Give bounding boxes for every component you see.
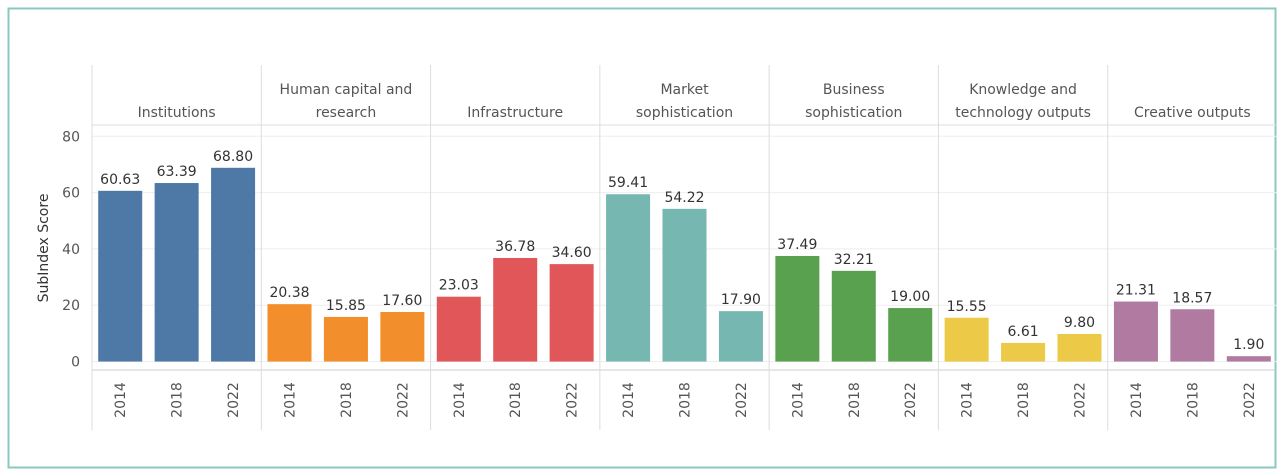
- y-tick-label: 60: [62, 186, 80, 202]
- value-label: 36.78: [495, 239, 535, 255]
- value-label: 15.85: [326, 298, 366, 314]
- bar: [662, 208, 707, 362]
- x-tick-label: 2018: [1016, 382, 1032, 418]
- bar: [888, 308, 933, 362]
- panel-header: sophistication: [636, 105, 733, 121]
- x-tick-label: 2018: [339, 382, 355, 418]
- value-label: 6.61: [1007, 324, 1038, 340]
- x-tick-label: 2022: [565, 382, 581, 418]
- bar: [1001, 342, 1046, 362]
- value-label: 1.90: [1233, 337, 1264, 353]
- x-tick-label: 2022: [1073, 382, 1089, 418]
- bar: [154, 183, 199, 362]
- value-label: 32.21: [834, 252, 874, 268]
- y-tick-label: 80: [62, 129, 80, 145]
- x-tick-label: 2022: [1242, 382, 1258, 418]
- bar: [831, 270, 876, 362]
- value-label: 59.41: [608, 175, 648, 191]
- x-tick-label: 2014: [113, 382, 129, 418]
- x-tick-label: 2014: [283, 382, 299, 418]
- bar: [380, 311, 425, 362]
- bar: [549, 264, 594, 362]
- panel-header: research: [316, 105, 377, 121]
- panel-header: Human capital and: [280, 82, 413, 98]
- bar: [436, 296, 481, 362]
- x-tick-label: 2022: [226, 382, 242, 418]
- bar: [775, 255, 820, 362]
- value-label: 68.80: [213, 149, 253, 165]
- value-label: 17.90: [721, 292, 761, 308]
- y-tick-label: 20: [62, 298, 80, 314]
- value-label: 19.00: [890, 289, 930, 305]
- value-label: 34.60: [552, 245, 592, 261]
- value-label: 23.03: [439, 278, 479, 294]
- bar: [323, 316, 368, 362]
- panel-header: technology outputs: [955, 105, 1091, 121]
- bar: [211, 167, 256, 362]
- x-tick-label: 2022: [395, 382, 411, 418]
- x-tick-label: 2018: [847, 382, 863, 418]
- value-label: 37.49: [777, 237, 817, 253]
- value-label: 9.80: [1064, 315, 1095, 331]
- y-tick-label: 40: [62, 242, 80, 258]
- panel-header: Knowledge and: [969, 82, 1077, 98]
- value-label: 63.39: [157, 164, 197, 180]
- bar: [1057, 333, 1102, 362]
- value-label: 17.60: [382, 293, 422, 309]
- bar: [1113, 301, 1158, 362]
- x-tick-label: 2018: [678, 382, 694, 418]
- panel-header: Institutions: [138, 105, 216, 121]
- x-tick-label: 2014: [790, 382, 806, 418]
- bar: [1170, 309, 1215, 362]
- x-tick-label: 2014: [1129, 382, 1145, 418]
- x-tick-label: 2014: [960, 382, 976, 418]
- bar: [718, 311, 763, 362]
- value-label: 54.22: [664, 190, 704, 206]
- x-tick-label: 2014: [452, 382, 468, 418]
- x-tick-label: 2014: [621, 382, 637, 418]
- bar: [267, 304, 312, 362]
- bar: [944, 317, 989, 362]
- panel-header: sophistication: [805, 105, 902, 121]
- y-axis-title: SubIndex Score: [36, 194, 52, 303]
- bar: [493, 257, 538, 362]
- frame: [7, 7, 1277, 469]
- bar: [606, 194, 651, 362]
- y-tick-label: 0: [71, 355, 80, 371]
- value-label: 20.38: [269, 285, 309, 301]
- value-label: 60.63: [100, 172, 140, 188]
- value-label: 15.55: [947, 299, 987, 315]
- x-tick-label: 2022: [734, 382, 750, 418]
- panel-header: Business: [823, 82, 885, 98]
- x-tick-label: 2018: [170, 382, 186, 418]
- panel-header: Infrastructure: [467, 105, 563, 121]
- value-label: 21.31: [1116, 283, 1156, 299]
- bar: [98, 190, 143, 362]
- panel-header: Market: [660, 82, 709, 98]
- x-tick-label: 2018: [508, 382, 524, 418]
- x-tick-label: 2018: [1185, 382, 1201, 418]
- value-label: 18.57: [1172, 290, 1212, 306]
- bar: [1226, 356, 1271, 362]
- panel-header: Creative outputs: [1134, 105, 1251, 121]
- x-tick-label: 2022: [903, 382, 919, 418]
